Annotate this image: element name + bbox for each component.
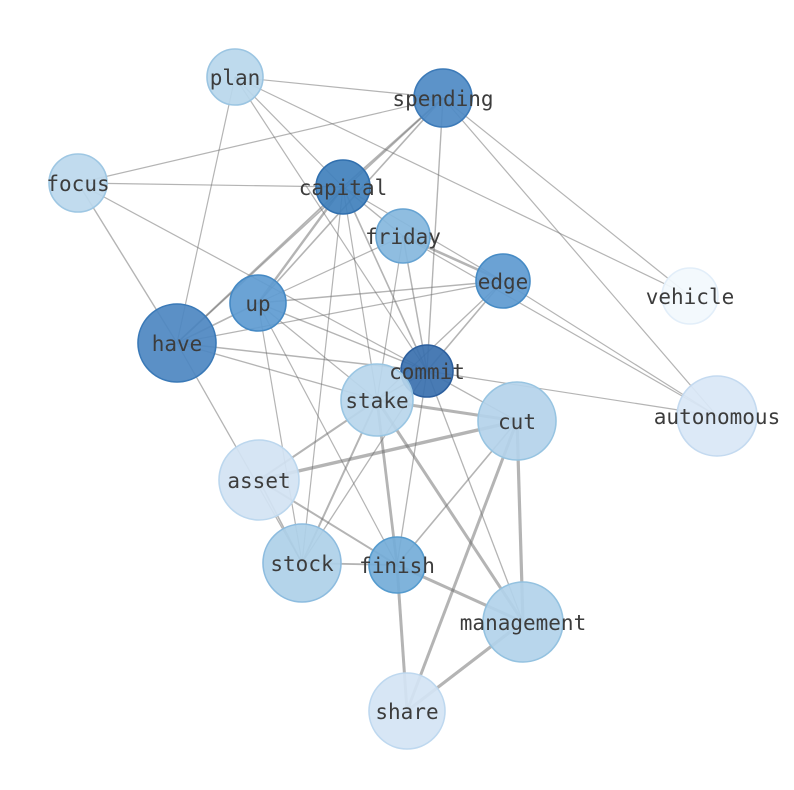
edge-focus-capital: [77, 182, 344, 188]
node-layer: [48, 48, 758, 750]
edge-plan-have: [176, 76, 236, 344]
edge-friday-autonomous: [402, 235, 718, 417]
edge-capital-commit: [342, 186, 428, 372]
node-stake[interactable]: [340, 363, 414, 437]
node-stock[interactable]: [262, 523, 342, 603]
node-autonomous[interactable]: [676, 375, 758, 457]
edge-commit-autonomous: [426, 370, 718, 417]
edge-plan-spending: [234, 76, 444, 99]
node-friday[interactable]: [375, 208, 431, 264]
node-vehicle[interactable]: [661, 267, 719, 325]
edge-plan-commit: [234, 76, 428, 372]
node-asset[interactable]: [218, 439, 300, 521]
node-up[interactable]: [229, 274, 287, 332]
node-cut[interactable]: [477, 381, 557, 461]
node-focus[interactable]: [48, 153, 108, 213]
edge-stake-management: [375, 399, 525, 623]
edge-up-commit: [257, 302, 428, 372]
edge-commit-finish: [396, 370, 428, 566]
edge-edge-up: [257, 280, 504, 304]
node-plan[interactable]: [206, 48, 264, 106]
edge-edge-have: [176, 280, 504, 344]
edge-capital-stock: [301, 186, 344, 564]
edge-edge-autonomous: [502, 280, 718, 417]
node-commit[interactable]: [400, 344, 454, 398]
node-spending[interactable]: [413, 68, 473, 128]
node-edge[interactable]: [475, 253, 531, 309]
edge-asset-cut: [258, 419, 518, 482]
edge-plan-vehicle: [234, 76, 691, 297]
edge-commit-management: [426, 370, 524, 623]
edge-spending-autonomous: [442, 97, 718, 417]
edge-spending-commit: [426, 97, 444, 372]
node-management[interactable]: [482, 581, 564, 663]
node-have[interactable]: [137, 303, 217, 383]
edge-up-stock: [257, 302, 303, 564]
node-capital[interactable]: [315, 159, 371, 215]
edge-focus-spending: [77, 97, 444, 184]
node-share[interactable]: [368, 672, 446, 750]
edge-cut-share: [405, 420, 519, 712]
node-finish[interactable]: [368, 536, 426, 594]
edge-spending-vehicle: [442, 97, 691, 297]
